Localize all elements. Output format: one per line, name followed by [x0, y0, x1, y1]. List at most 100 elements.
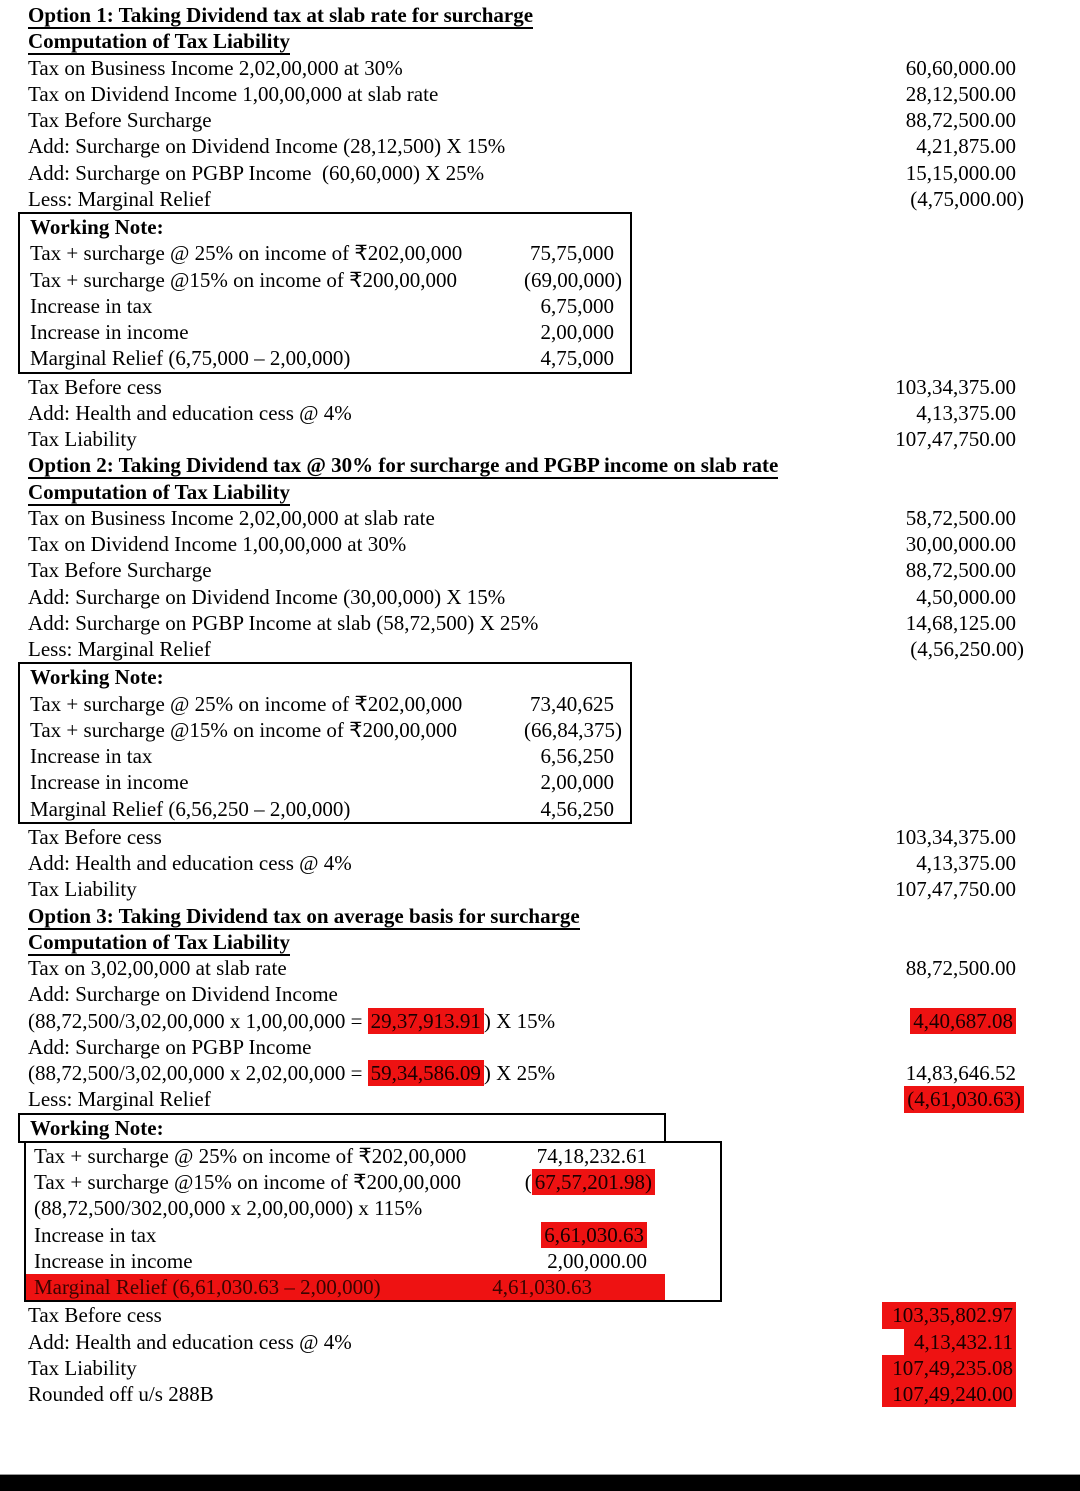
row-value: 107,47,750.00: [895, 877, 1016, 902]
highlighted-value: (4,61,030.63): [904, 1086, 1024, 1113]
row-label: Add: Surcharge on PGBP Income (60,60,000…: [28, 160, 485, 185]
row-value: 58,72,500.00: [905, 505, 1016, 530]
row-value: 107,49,240.00: [882, 1381, 1016, 1408]
computation-row: Tax Liability 107,47,750.00: [0, 426, 1080, 452]
section-heading-text: Option 1: Taking Dividend tax at slab ra…: [28, 3, 534, 29]
computation-row: Tax on Business Income 2,02,00,000 at sl…: [0, 505, 1080, 531]
computation-row: Tax on Dividend Income 1,00,00,000 at sl…: [0, 81, 1080, 107]
working-note-box: Working Note: Tax + surcharge @ 25% on in…: [18, 212, 632, 374]
computation-row: Add: Surcharge on Dividend Income: [0, 981, 1080, 1007]
working-note-row: Tax + surcharge @ 25% on income of ₹202,…: [26, 1143, 720, 1169]
row-label: Tax on Business Income 2,02,00,000 at 30…: [28, 55, 403, 80]
section-heading: Computation of Tax Liability: [0, 929, 1080, 956]
highlighted-value: 29,37,913.91: [367, 1007, 484, 1034]
row-value: 75,75,000: [530, 241, 614, 266]
row-value: 4,40,687.08: [910, 1007, 1016, 1034]
working-note-row: Tax + surcharge @ 25% on income of ₹202,…: [20, 240, 630, 266]
row-value: 4,75,000: [540, 346, 615, 371]
computation-row: Tax Liability 107,49,235.08: [0, 1354, 1080, 1381]
working-note-title: Working Note:: [30, 1115, 164, 1140]
working-note-row: Increase in tax 6,56,250: [20, 743, 630, 769]
row-value: 4,13,375.00: [916, 851, 1016, 875]
row-label: Less: Marginal Relief: [28, 637, 211, 661]
row-label: Increase in tax: [30, 293, 153, 318]
row-value: 2,00,000.00: [547, 1248, 647, 1273]
row-value: 30,00,000.00: [905, 532, 1016, 556]
row-value: (66,84,375): [524, 717, 622, 742]
working-note-row: Increase in income 2,00,000.00: [26, 1248, 720, 1274]
row-label: Add: Health and education cess @ 4%: [28, 1329, 352, 1354]
row-label: Increase in tax: [30, 744, 153, 768]
row-label: Tax + surcharge @15% on income of ₹200,0…: [30, 717, 458, 742]
row-label: Tax Before cess: [28, 824, 162, 849]
computation-row: Tax Before Surcharge 88,72,500.00: [0, 107, 1080, 133]
computation-row: Less: Marginal Relief (4,56,250.00): [0, 636, 1080, 662]
row-label: Add: Surcharge on PGBP Income at slab (5…: [28, 610, 539, 635]
working-note-row: Tax + surcharge @15% on income of ₹200,0…: [20, 267, 630, 293]
row-value: (4,61,030.63): [904, 1086, 1024, 1113]
working-note-row: Marginal Relief (6,75,000 – 2,00,000) 4,7…: [20, 345, 630, 371]
computation-row: Tax Liability 107,47,750.00: [0, 876, 1080, 902]
highlighted-value: 4,13,432.11: [904, 1328, 1016, 1355]
working-note-row: Marginal Relief (6,61,030.63 – 2,00,000)…: [26, 1274, 665, 1301]
row-label: Tax on Business Income 2,02,00,000 at sl…: [28, 505, 435, 530]
row-value: 107,47,750.00: [895, 427, 1016, 451]
working-note-box: Working Note:: [18, 1112, 666, 1143]
row-value: 14,83,646.52: [905, 1061, 1016, 1085]
row-label: (88,72,500/3,02,00,000 x 2,02,00,000 = 5…: [28, 1060, 555, 1087]
row-label: Add: Health and education cess @ 4%: [28, 400, 352, 425]
computation-row: Add: Surcharge on Dividend Income (28,12…: [0, 133, 1080, 159]
row-value: 103,34,375.00: [895, 824, 1016, 849]
section-heading: Computation of Tax Liability: [0, 479, 1080, 506]
row-label: (88,72,500/3,02,00,000 x 1,00,00,000 = 2…: [28, 1007, 555, 1034]
row-label: Tax + surcharge @ 25% on income of ₹202,…: [34, 1143, 467, 1168]
section-heading-text: Computation of Tax Liability: [28, 929, 290, 956]
computation-row: Tax on Dividend Income 1,00,00,000 at 30…: [0, 531, 1080, 557]
row-label: Less: Marginal Relief: [28, 186, 211, 211]
row-label: Increase in income: [34, 1248, 193, 1273]
working-note-box: Working Note: Tax + surcharge @ 25% on in…: [18, 662, 632, 824]
computation-row: Add: Surcharge on PGBP Income: [0, 1034, 1080, 1060]
section-heading: Option 2: Taking Dividend tax @ 30% for …: [0, 452, 1080, 480]
row-label: Rounded off u/s 288B: [28, 1382, 214, 1406]
text-segment: (88,72,500/3,02,00,000 x 2,02,00,000 =: [28, 1061, 368, 1085]
row-label: Increase in tax: [34, 1222, 157, 1247]
row-value: 6,56,250: [540, 744, 615, 768]
row-label: Tax + surcharge @ 25% on income of ₹202,…: [30, 241, 463, 266]
row-value: 4,21,875.00: [916, 134, 1016, 159]
row-value: 4,56,250: [540, 796, 615, 821]
row-label: Tax on 3,02,00,000 at slab rate: [28, 956, 287, 980]
row-label: Marginal Relief (6,61,030.63 – 2,00,000): [34, 1275, 381, 1299]
row-value: 107,49,235.08: [882, 1354, 1016, 1381]
computation-row: Add: Health and education cess @ 4% 4,13,…: [0, 850, 1080, 876]
row-value: 14,68,125.00: [905, 610, 1016, 635]
working-note-row: Increase in tax 6,61,030.63: [26, 1221, 720, 1248]
section-heading-text: Computation of Tax Liability: [28, 479, 290, 506]
row-label: Add: Health and education cess @ 4%: [28, 851, 352, 875]
row-label: Tax Liability: [28, 427, 137, 451]
row-value: (4,56,250.00): [910, 637, 1024, 661]
working-note-row: Tax + surcharge @15% on income of ₹200,0…: [20, 717, 630, 743]
computation-row: Add: Surcharge on PGBP Income (60,60,000…: [0, 160, 1080, 186]
section-heading-text: Option 3: Taking Dividend tax on average…: [28, 903, 580, 930]
row-value: 4,13,432.11: [904, 1328, 1016, 1355]
row-label: Less: Marginal Relief: [28, 1087, 211, 1112]
row-label: Marginal Relief (6,56,250 – 2,00,000): [30, 796, 351, 821]
highlighted-value: 6,61,030.63: [541, 1221, 647, 1248]
highlighted-value: 59,34,586.09: [367, 1060, 484, 1087]
row-label: Tax Liability: [28, 877, 137, 902]
row-label: Tax + surcharge @ 25% on income of ₹202,…: [30, 691, 463, 716]
working-note-row: (88,72,500/302,00,000 x 2,00,00,000) x 1…: [26, 1195, 720, 1221]
row-value: (69,00,000): [524, 267, 622, 292]
row-label: Add: Surcharge on Dividend Income: [28, 982, 338, 1007]
computation-row: (88,72,500/3,02,00,000 x 1,00,00,000 = 2…: [0, 1007, 1080, 1034]
working-note-row: Increase in income 2,00,000: [20, 769, 630, 795]
row-value: 88,72,500.00: [905, 956, 1016, 980]
highlighted-value: 107,49,235.08: [882, 1354, 1016, 1381]
row-label: Marginal Relief (6,75,000 – 2,00,000): [30, 346, 351, 371]
working-note-title: Working Note:: [30, 215, 164, 239]
text-segment: (: [524, 1170, 532, 1194]
row-value: 74,18,232.61: [536, 1143, 647, 1168]
computation-row: Add: Health and education cess @ 4% 4,13,…: [0, 400, 1080, 426]
